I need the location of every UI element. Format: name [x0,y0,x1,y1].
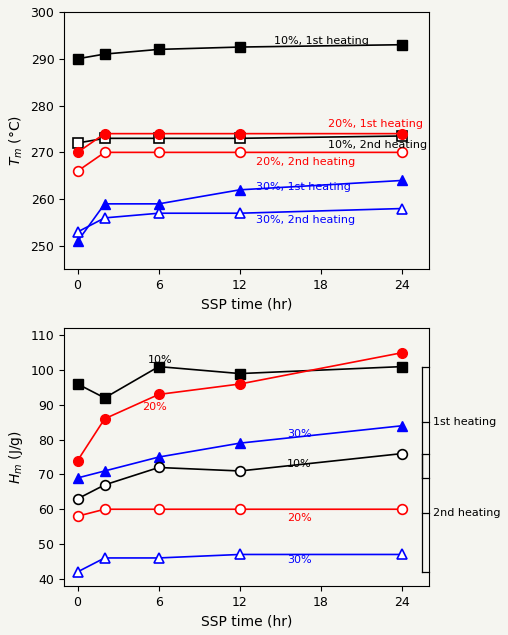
Text: 20%, 1st heating: 20%, 1st heating [328,119,423,130]
Text: 10%, 1st heating: 10%, 1st heating [274,36,369,46]
Text: 30%: 30% [287,429,312,439]
Text: 20%, 2nd heating: 20%, 2nd heating [256,157,356,167]
Text: 1st heating: 1st heating [433,417,496,427]
Text: 10%: 10% [287,459,312,469]
Y-axis label: $H_m$ (J/g): $H_m$ (J/g) [7,430,25,484]
Text: 30%: 30% [287,555,312,565]
Text: 2nd heating: 2nd heating [433,508,501,518]
X-axis label: SSP time (hr): SSP time (hr) [201,614,292,628]
Text: 10%: 10% [148,354,173,364]
Text: 20%: 20% [143,401,167,411]
Text: 30%, 1st heating: 30%, 1st heating [256,182,351,192]
Text: 30%, 2nd heating: 30%, 2nd heating [256,215,355,225]
Y-axis label: $T_m$ (°C): $T_m$ (°C) [8,115,25,166]
X-axis label: SSP time (hr): SSP time (hr) [201,298,292,312]
Text: 20%: 20% [287,513,312,523]
Text: 10%, 2nd heating: 10%, 2nd heating [328,140,427,150]
